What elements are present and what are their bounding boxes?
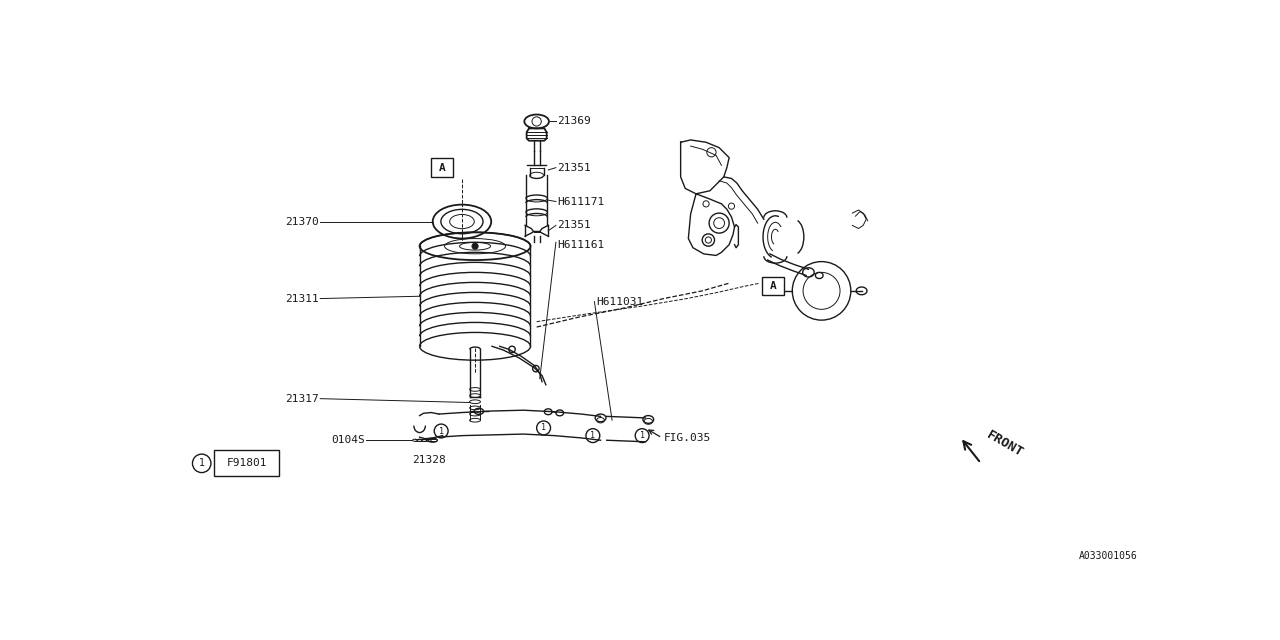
Text: 1: 1	[640, 431, 645, 440]
Text: F91801: F91801	[227, 458, 268, 468]
Text: FIG.035: FIG.035	[664, 433, 710, 443]
Text: 1: 1	[590, 431, 595, 440]
Text: 1: 1	[541, 424, 547, 433]
Text: 21369: 21369	[558, 116, 591, 127]
Text: H611031: H611031	[596, 296, 643, 307]
Text: 1: 1	[439, 426, 444, 435]
Text: 1: 1	[198, 458, 205, 468]
FancyBboxPatch shape	[763, 277, 783, 296]
Text: 21351: 21351	[558, 163, 591, 173]
Text: A: A	[439, 163, 445, 173]
Text: A033001056: A033001056	[1079, 551, 1137, 561]
Text: 21351: 21351	[558, 220, 591, 230]
Text: 21317: 21317	[285, 394, 319, 404]
Text: 21328: 21328	[412, 455, 445, 465]
Text: A: A	[769, 281, 777, 291]
Text: 21370: 21370	[285, 216, 319, 227]
Text: H611161: H611161	[558, 239, 604, 250]
Text: FRONT: FRONT	[984, 428, 1025, 460]
Text: H611171: H611171	[558, 196, 604, 207]
Circle shape	[472, 243, 479, 249]
Bar	[214, 451, 279, 476]
FancyBboxPatch shape	[431, 159, 453, 177]
Text: 21311: 21311	[285, 294, 319, 303]
Text: 0104S: 0104S	[332, 435, 365, 445]
